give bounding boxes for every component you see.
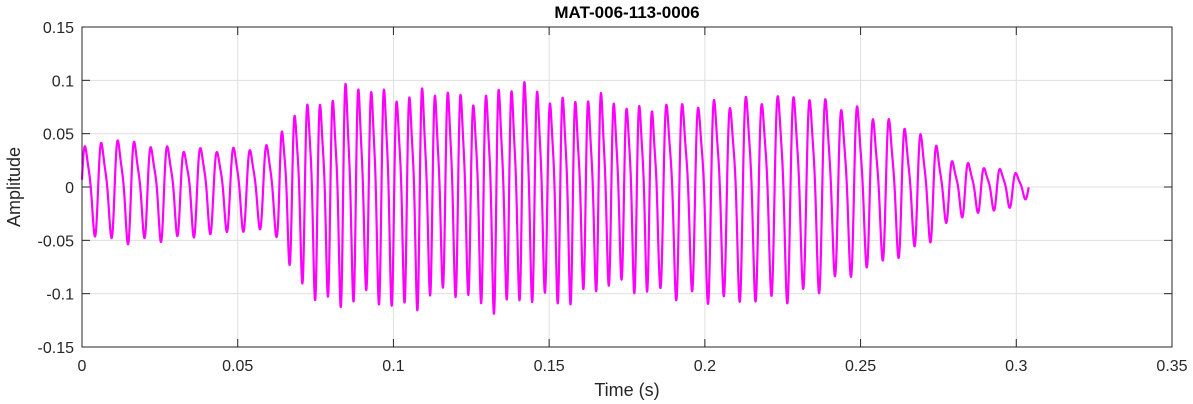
x-tick-label: 0 [78,358,87,375]
y-ticks: -0.15 -0.1 -0.05 0 0.05 0.1 0.15 [38,20,1172,357]
y-tick-label: 0 [65,180,74,197]
y-tick-label: 0.05 [43,127,74,144]
y-tick-label: -0.1 [46,287,74,304]
chart-title: MAT-006-113-0006 [554,3,699,22]
x-tick-label: 0.2 [694,358,716,375]
series-line-0 [80,81,1030,315]
y-axis-label: Amplitude [4,147,24,227]
x-tick-label: 0.15 [534,358,565,375]
x-ticks: 0 0.05 0.1 0.15 0.2 0.25 0.3 0.35 [78,27,1188,375]
x-tick-label: 0.35 [1156,358,1187,375]
x-tick-label: 0.3 [1005,358,1027,375]
x-tick-label: 0.1 [382,358,404,375]
y-tick-label: -0.15 [38,340,75,357]
series-layer [80,81,1030,315]
x-tick-label: 0.25 [845,358,876,375]
y-tick-label: -0.05 [38,233,75,250]
x-tick-label: 0.05 [222,358,253,375]
x-axis-label: Time (s) [594,380,659,400]
y-tick-label: 0.1 [52,73,74,90]
y-tick-label: 0.15 [43,20,74,37]
